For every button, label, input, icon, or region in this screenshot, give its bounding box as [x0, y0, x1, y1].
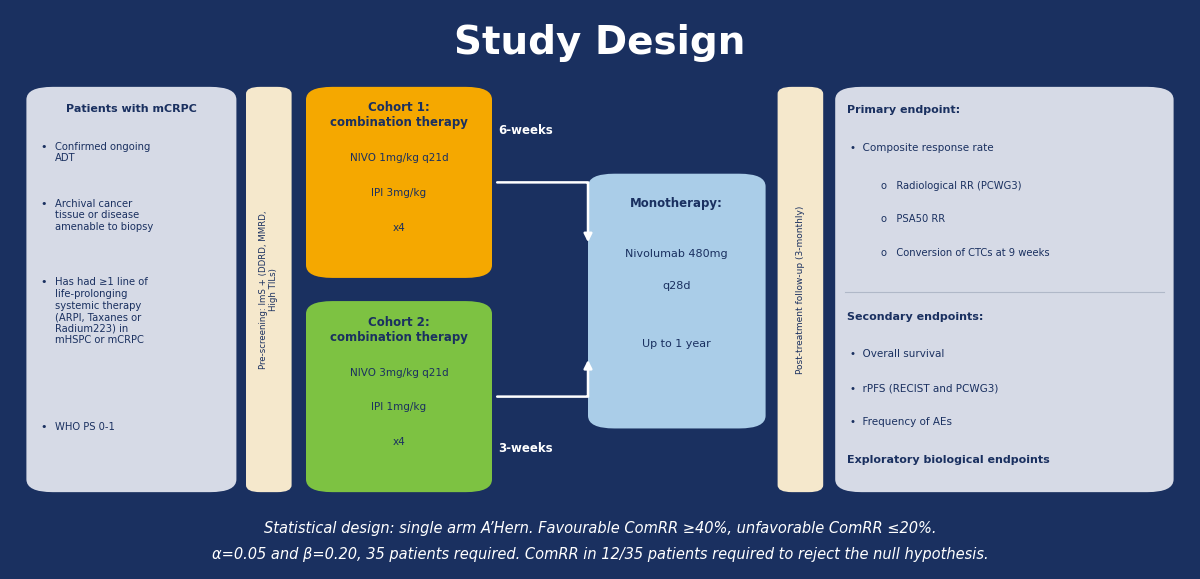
- Text: α=0.05 and β=0.20, 35 patients required. ComRR in 12/35 patients required to rej: α=0.05 and β=0.20, 35 patients required.…: [211, 547, 989, 562]
- Text: Primary endpoint:: Primary endpoint:: [847, 105, 960, 115]
- FancyBboxPatch shape: [588, 174, 766, 428]
- Text: q28d: q28d: [662, 281, 691, 291]
- Text: o   Conversion of CTCs at 9 weeks: o Conversion of CTCs at 9 weeks: [881, 248, 1050, 258]
- Text: Has had ≥1 line of
life-prolonging
systemic therapy
(ARPI, Taxanes or
Radium223): Has had ≥1 line of life-prolonging syste…: [55, 277, 148, 345]
- Text: x4: x4: [392, 437, 406, 447]
- FancyBboxPatch shape: [306, 301, 492, 492]
- Text: •: •: [41, 142, 47, 152]
- Text: o   PSA50 RR: o PSA50 RR: [881, 214, 944, 224]
- Text: Archival cancer
tissue or disease
amenable to biopsy: Archival cancer tissue or disease amenab…: [55, 199, 154, 232]
- Text: Exploratory biological endpoints: Exploratory biological endpoints: [847, 455, 1050, 465]
- Text: 6-weeks: 6-weeks: [498, 124, 553, 137]
- Text: •  Frequency of AEs: • Frequency of AEs: [850, 417, 952, 427]
- Text: Patients with mCRPC: Patients with mCRPC: [66, 104, 197, 114]
- Text: Cohort 2:
combination therapy: Cohort 2: combination therapy: [330, 316, 468, 343]
- Text: •: •: [41, 199, 47, 208]
- Text: Nivolumab 480mg: Nivolumab 480mg: [625, 249, 728, 259]
- Text: NIVO 3mg/kg q21d: NIVO 3mg/kg q21d: [349, 368, 449, 378]
- FancyBboxPatch shape: [306, 87, 492, 278]
- Text: •  Overall survival: • Overall survival: [850, 350, 944, 360]
- Text: Secondary endpoints:: Secondary endpoints:: [847, 312, 984, 322]
- Text: Pre-screening: ImS + (DDRD, MMRD,
High TILs): Pre-screening: ImS + (DDRD, MMRD, High T…: [259, 210, 278, 369]
- Text: Statistical design: single arm A’Hern. Favourable ComRR ≥40%, unfavorable ComRR : Statistical design: single arm A’Hern. F…: [264, 521, 936, 536]
- Text: Post-treatment follow-up (3-monthly): Post-treatment follow-up (3-monthly): [796, 206, 805, 373]
- Text: Monotherapy:: Monotherapy:: [630, 197, 724, 210]
- Text: x4: x4: [392, 223, 406, 233]
- FancyBboxPatch shape: [778, 87, 823, 492]
- Text: NIVO 1mg/kg q21d: NIVO 1mg/kg q21d: [349, 153, 449, 163]
- Text: •  Composite response rate: • Composite response rate: [850, 143, 994, 153]
- FancyBboxPatch shape: [835, 87, 1174, 492]
- Text: •: •: [41, 422, 47, 432]
- Text: Up to 1 year: Up to 1 year: [642, 339, 712, 349]
- Text: •  rPFS (RECIST and PCWG3): • rPFS (RECIST and PCWG3): [850, 383, 998, 393]
- Text: 3-weeks: 3-weeks: [498, 442, 553, 455]
- Text: IPI 1mg/kg: IPI 1mg/kg: [372, 402, 426, 412]
- Text: o   Radiological RR (PCWG3): o Radiological RR (PCWG3): [881, 181, 1021, 190]
- FancyBboxPatch shape: [26, 87, 236, 492]
- Text: WHO PS 0-1: WHO PS 0-1: [55, 422, 115, 432]
- Text: Confirmed ongoing
ADT: Confirmed ongoing ADT: [55, 142, 150, 163]
- FancyBboxPatch shape: [246, 87, 292, 492]
- Text: IPI 3mg/kg: IPI 3mg/kg: [372, 188, 426, 198]
- Text: Study Design: Study Design: [455, 24, 745, 63]
- Text: Cohort 1:
combination therapy: Cohort 1: combination therapy: [330, 101, 468, 129]
- Text: •: •: [41, 277, 47, 287]
